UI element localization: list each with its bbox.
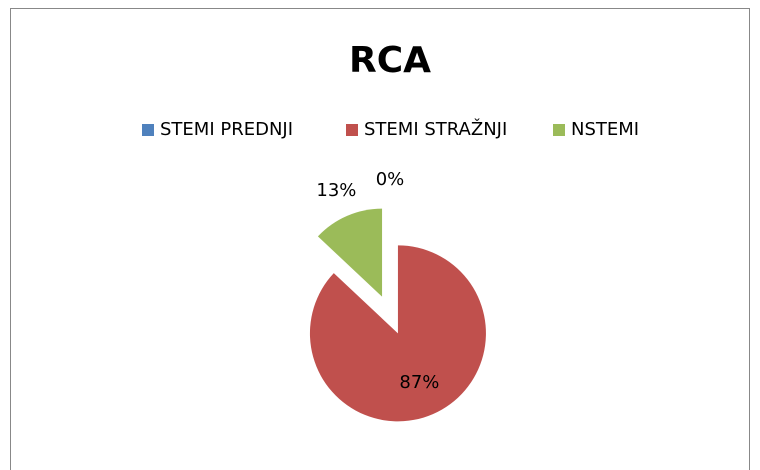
pie-slice [317,208,383,297]
pie-slice [309,245,486,422]
legend-label: STEMI STRAŽNJI [364,118,507,140]
legend-swatch [142,124,154,136]
data-label: 13% [316,180,356,201]
legend-label: STEMI PREDNJI [160,119,293,140]
data-label: 87% [399,372,439,393]
legend-swatch [346,124,358,136]
chart-title: RCA [349,40,431,81]
legend-swatch [553,124,565,136]
data-label: 0% [376,169,405,190]
legend-label: NSTEMI [571,119,639,140]
